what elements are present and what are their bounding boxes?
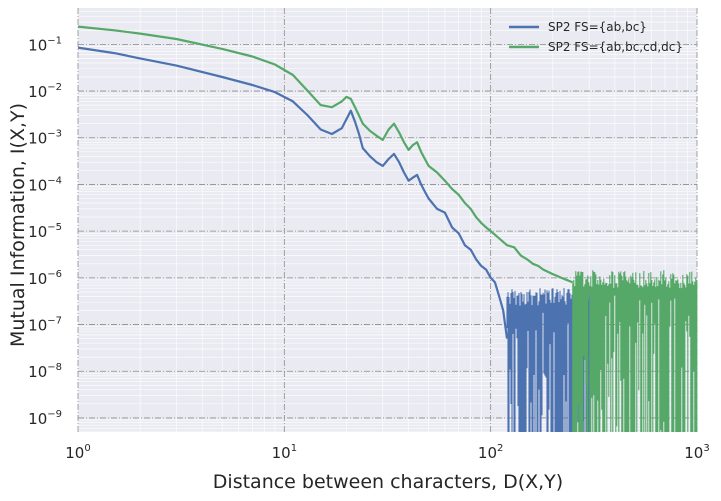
x-tick-label: 103 [684, 443, 709, 462]
y-tick-labels: 10−1 10−2 10−3 10−4 10−5 10−6 10−7 10−8 10−9 [28, 35, 62, 428]
y-tick-label: 10−3 [28, 129, 62, 148]
series-line-2 [77, 25, 574, 284]
y-tick-label: 10−6 [28, 269, 62, 288]
y-tick-label: 10−1 [28, 35, 62, 54]
x-axis-label: Distance between characters, D(X,Y) [213, 471, 563, 493]
legend-label-series-2: SP2 FS={ab,bc,cd,dc} [548, 40, 683, 54]
y-axis-label: Mutual Information, I(X,Y) [7, 103, 29, 347]
major-grid [77, 8, 698, 432]
y-tick-label: 10−9 [28, 409, 62, 428]
y-tick-label: 10−4 [28, 175, 62, 194]
x-tick-label: 101 [272, 443, 297, 462]
legend-label-series-1: SP2 FS={ab,bc} [548, 20, 647, 34]
x-tick-labels: 100 101 102 103 [65, 443, 709, 462]
noise-layer [506, 270, 698, 432]
x-tick-label: 100 [65, 443, 90, 462]
series-line-1 [77, 46, 509, 339]
series-2-noise [572, 270, 698, 432]
legend: SP2 FS={ab,bc} SP2 FS={ab,bc,cd,dc} [509, 20, 683, 54]
y-tick-label: 10−5 [28, 222, 62, 241]
series-layer [77, 25, 574, 339]
x-tick-label: 102 [478, 443, 503, 462]
y-tick-label: 10−8 [28, 362, 62, 381]
y-tick-label: 10−7 [28, 316, 62, 335]
y-tick-label: 10−2 [28, 82, 62, 101]
